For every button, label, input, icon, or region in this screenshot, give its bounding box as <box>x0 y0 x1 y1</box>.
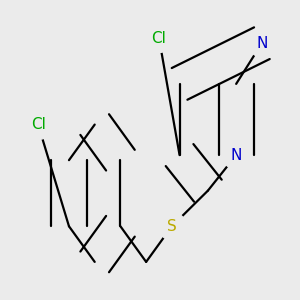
Text: N: N <box>230 148 242 163</box>
Text: Cl: Cl <box>152 31 166 46</box>
Text: N: N <box>256 36 268 51</box>
Text: Cl: Cl <box>31 117 46 132</box>
Text: S: S <box>167 219 177 234</box>
